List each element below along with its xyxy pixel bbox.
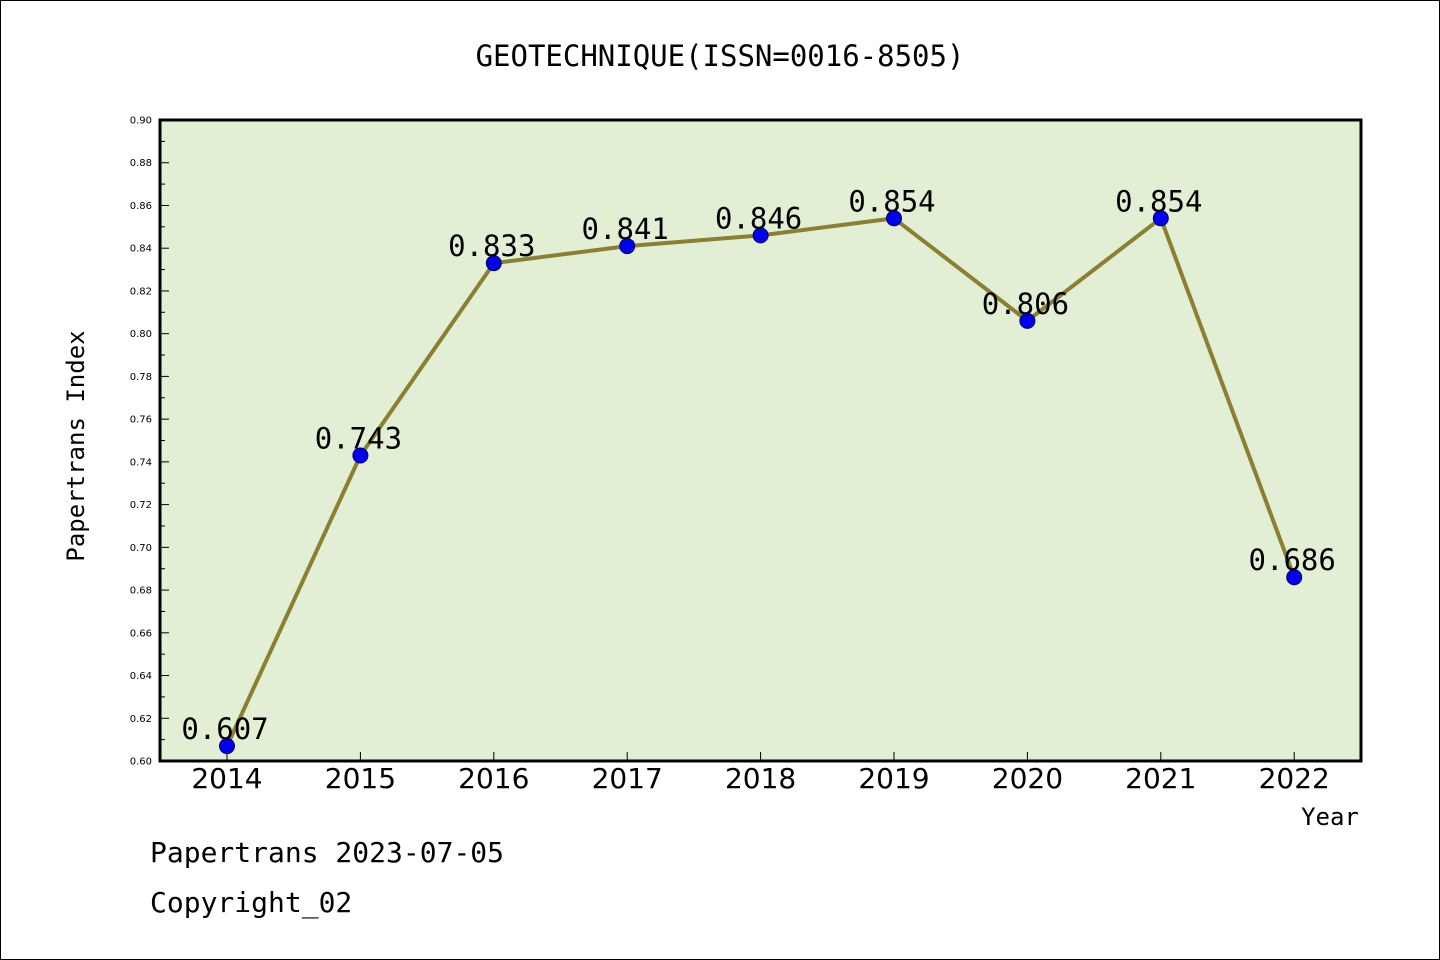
data-point (886, 210, 902, 227)
y-tick-label: 0.70 (130, 543, 152, 554)
data-point (1152, 210, 1169, 227)
y-tick-label: 0.66 (130, 628, 152, 639)
y-tick-label: 0.76 (130, 415, 152, 426)
x-tick-label: 2022 (1259, 762, 1330, 795)
data-label: 0.743 (315, 421, 402, 455)
y-tick-label: 0.60 (130, 757, 152, 768)
x-tick-label: 2018 (725, 762, 796, 795)
x-tick-label: 2014 (191, 762, 262, 795)
footer-copyright: Copyright_02 (150, 886, 353, 919)
data-point (1019, 312, 1036, 329)
y-axis-ticks: 0.60 0.62 0.64 0.66 0.68 0.70 0.72 0.74 0.76 0.78… (130, 116, 169, 768)
y-tick-label: 0.72 (130, 500, 152, 511)
data-label: 0.607 (181, 712, 268, 746)
y-tick-label: 0.82 (130, 286, 152, 297)
x-tick-label: 2020 (992, 762, 1063, 795)
x-axis-ticks: 2014 2015 2016 2017 2018 2019 2020 2021 2022 (191, 752, 1330, 795)
x-tick-label: 2016 (458, 762, 529, 795)
data-label: 0.686 (1249, 543, 1336, 577)
y-axis-label: Papertrans Index (62, 330, 90, 561)
footer-date: Papertrans 2023-07-05 (150, 836, 505, 869)
x-tick-label: 2021 (1125, 762, 1196, 795)
data-point (485, 255, 502, 272)
data-label: 0.833 (448, 229, 535, 263)
y-tick-label: 0.74 (130, 457, 152, 468)
data-label: 0.841 (582, 212, 669, 246)
y-tick-label: 0.90 (130, 116, 152, 127)
y-tick-label: 0.88 (130, 158, 152, 169)
y-tick-label: 0.64 (130, 671, 152, 682)
data-label: 0.854 (1115, 184, 1202, 218)
plot-border (158, 118, 1363, 763)
data-label: 0.806 (982, 287, 1069, 321)
data-point (619, 238, 636, 255)
data-label: 0.846 (715, 201, 802, 235)
y-tick-label: 0.86 (130, 201, 152, 212)
data-label: 0.854 (848, 184, 935, 218)
y-tick-label: 0.62 (130, 714, 152, 725)
x-tick-label: 2019 (858, 762, 929, 795)
y-tick-label: 0.68 (130, 586, 152, 597)
data-markers (219, 210, 1303, 755)
plot-area (160, 120, 1361, 761)
data-labels: 0.607 0.743 0.833 0.841 0.846 0.854 0.806 0.854… (181, 184, 1336, 746)
y-tick-label: 0.78 (130, 372, 152, 383)
chart-title: GEOTECHNIQUE(ISSN=0016-8505) (476, 39, 965, 73)
x-axis-label: Year (1301, 803, 1359, 831)
y-tick-label: 0.80 (130, 329, 152, 340)
data-point (352, 447, 369, 464)
data-point (752, 227, 769, 244)
data-point (1286, 569, 1303, 586)
data-point (219, 738, 235, 755)
y-tick-label: 0.84 (130, 244, 152, 255)
x-tick-label: 2015 (325, 762, 396, 795)
x-tick-label: 2017 (592, 762, 663, 795)
